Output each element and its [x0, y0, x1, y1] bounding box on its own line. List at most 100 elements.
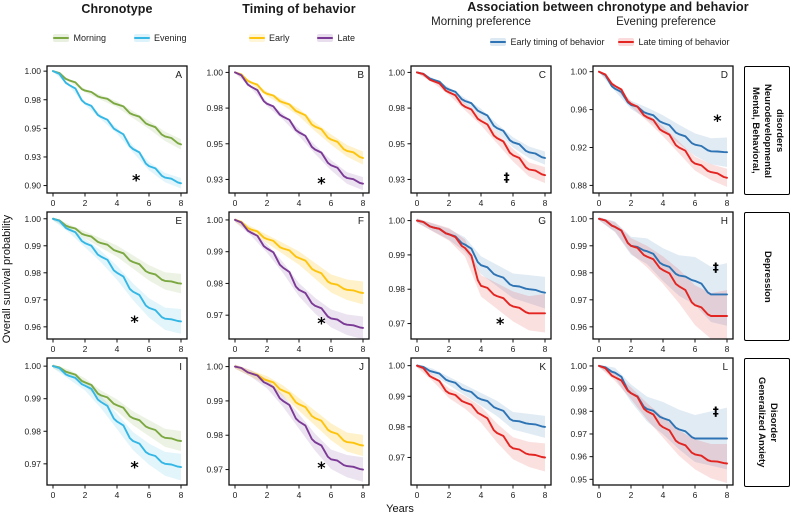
- subheader-evening-preference: Evening preference: [616, 16, 716, 28]
- significance-symbol: *: [317, 458, 326, 477]
- panel-C: 1.00 0.98 0.95 0.93 0 2 4 6 8 C ‡: [378, 60, 554, 215]
- x-tick-label: 4: [297, 344, 302, 354]
- significance-symbol: *: [317, 314, 326, 333]
- y-tick-label: 0.88: [570, 180, 587, 190]
- y-tick-label: 0.99: [24, 241, 41, 251]
- x-tick-label: 4: [297, 198, 302, 208]
- x-tick-label: 2: [447, 490, 452, 500]
- panel-E: 1.00 0.99 0.98 0.97 0.96 0 2 4 6 8 E *: [14, 206, 190, 361]
- y-tick-label: 0.97: [24, 295, 41, 305]
- x-tick-label: 4: [115, 198, 120, 208]
- row-label-text: Generalized Anxiety Disorder: [756, 377, 779, 468]
- x-tick-label: 6: [511, 344, 516, 354]
- y-tick-label: 1.00: [388, 216, 405, 226]
- x-tick-label: 6: [329, 198, 334, 208]
- y-tick-label: 0.98: [570, 406, 587, 416]
- legend-line-swatch: [53, 34, 70, 42]
- x-tick-label: 2: [83, 344, 88, 354]
- x-tick-label: 0: [51, 490, 56, 500]
- panel-letter: D: [721, 70, 728, 81]
- panel-letter: C: [539, 70, 546, 81]
- legend-line-swatch: [133, 34, 150, 42]
- panel-B-plot: 1.00 0.98 0.95 0.93 0 2 4 6 8 B *: [206, 65, 370, 208]
- y-tick-label: 0.95: [24, 123, 41, 133]
- x-tick-label: 6: [329, 490, 334, 500]
- legend-label: Evening: [153, 33, 187, 43]
- y-tick-label: 0.97: [24, 459, 41, 469]
- panel-K: 1.00 0.99 0.98 0.97 0 2 4 6 8 K: [378, 352, 554, 507]
- y-tick-label: 0.90: [24, 181, 41, 191]
- x-tick-label: 8: [725, 198, 730, 208]
- panel-H: 1.00 0.99 0.98 0.97 0.96 0 2 4 6 8 H ‡: [560, 206, 736, 361]
- row-label-box-0: Mental, Behavioral, Neurodevelopmental dis…: [744, 66, 790, 195]
- y-tick-label: 0.95: [206, 139, 223, 149]
- y-tick-label: 0.96: [570, 105, 587, 115]
- x-tick-label: 4: [115, 344, 120, 354]
- x-tick-label: 6: [329, 344, 334, 354]
- x-tick-label: 0: [597, 490, 602, 500]
- y-tick-label: 0.98: [24, 426, 41, 436]
- x-tick-label: 2: [629, 198, 634, 208]
- y-tick-label: 0.98: [570, 268, 587, 278]
- x-tick-label: 0: [233, 344, 238, 354]
- y-tick-label: 0.97: [388, 452, 405, 462]
- x-tick-label: 0: [415, 344, 420, 354]
- legend-timing-item-0: Early: [248, 33, 289, 43]
- x-tick-label: 0: [51, 344, 56, 354]
- panel-letter: E: [175, 216, 182, 227]
- panel-E-plot: 1.00 0.99 0.98 0.97 0.96 0 2 4 6 8 E *: [24, 211, 188, 354]
- y-tick-label: 0.97: [206, 465, 223, 475]
- panel-L: 1.00 0.99 0.98 0.97 0.96 0.95 0 2 4 6 8 L ‡: [560, 352, 736, 507]
- y-tick-label: 1.00: [24, 361, 41, 371]
- x-tick-label: 4: [479, 490, 484, 500]
- y-tick-label: 1.00: [570, 67, 587, 77]
- panel-D: 1.00 0.96 0.92 0.88 0 2 4 6 8 D *: [560, 60, 736, 215]
- panel-letter: B: [357, 70, 364, 81]
- significance-symbol: *: [713, 111, 722, 130]
- y-tick-label: 0.98: [388, 284, 405, 294]
- y-tick-label: 0.98: [206, 103, 223, 113]
- panel-letter: F: [358, 216, 364, 227]
- x-tick-label: 2: [629, 344, 634, 354]
- x-tick-label: 4: [661, 344, 666, 354]
- legend-timing: Early Late: [222, 33, 382, 43]
- subheader-morning-preference: Morning preference: [431, 16, 531, 28]
- x-tick-label: 8: [725, 344, 730, 354]
- y-tick-label: 1.00: [206, 362, 223, 372]
- legend-chronotype-item-0: Morning: [53, 33, 106, 43]
- x-tick-label: 4: [297, 490, 302, 500]
- y-tick-label: 0.95: [388, 139, 405, 149]
- legend-association: Early timing of behavior Late timing of b…: [465, 37, 755, 47]
- y-tick-label: 0.99: [570, 384, 587, 394]
- y-tick-label: 0.99: [206, 396, 223, 406]
- y-tick-label: 1.00: [388, 67, 405, 77]
- y-tick-label: 0.96: [570, 322, 587, 332]
- y-tick-label: 1.00: [388, 361, 405, 371]
- x-tick-label: 2: [83, 198, 88, 208]
- x-tick-label: 8: [179, 344, 184, 354]
- y-axis-label: Overall survival probability: [1, 214, 13, 344]
- significance-symbol: ‡: [713, 260, 719, 274]
- panel-J-plot: 1.00 0.99 0.98 0.97 0 2 4 6 8 J *: [206, 357, 370, 500]
- panel-F-plot: 1.00 0.99 0.98 0.97 0 2 4 6 8 F *: [206, 211, 370, 354]
- column-header-chronotype: Chronotype: [81, 2, 153, 16]
- legend-line-swatch: [618, 38, 635, 46]
- panel-F: 1.00 0.99 0.98 0.97 0 2 4 6 8 F *: [196, 206, 372, 361]
- legend-association-item-1: Late timing of behavior: [618, 37, 730, 47]
- y-tick-label: 0.99: [388, 391, 405, 401]
- y-tick-label: 0.92: [570, 143, 587, 153]
- y-tick-label: 0.93: [206, 174, 223, 184]
- panel-G-plot: 1.00 0.99 0.98 0.97 0 2 4 6 8 G *: [388, 211, 552, 354]
- x-tick-label: 6: [693, 490, 698, 500]
- x-tick-label: 2: [83, 490, 88, 500]
- y-tick-label: 0.97: [570, 295, 587, 305]
- panel-A: 1.00 0.98 0.95 0.93 0.90 0 2 4 6 8 A *: [14, 60, 190, 215]
- legend-line-swatch: [317, 34, 334, 42]
- legend-association-item-0: Early timing of behavior: [490, 37, 604, 47]
- row-label-text: Depression: [761, 250, 773, 303]
- legend-label: Morning: [73, 33, 106, 43]
- y-tick-label: 1.00: [206, 67, 223, 77]
- panel-G: 1.00 0.99 0.98 0.97 0 2 4 6 8 G *: [378, 206, 554, 361]
- x-tick-label: 4: [479, 344, 484, 354]
